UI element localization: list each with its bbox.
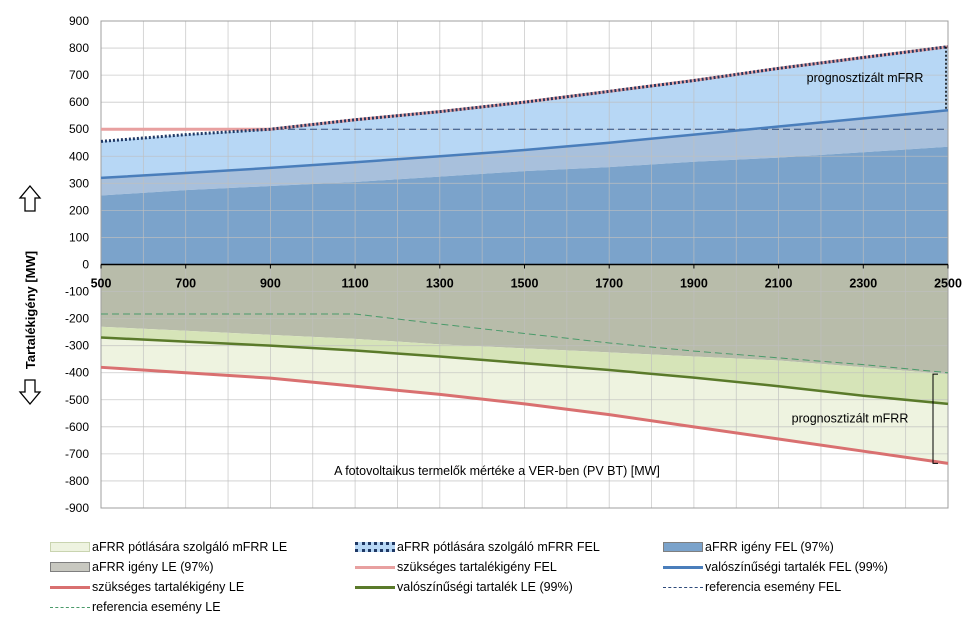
legend-swatch [355, 565, 395, 569]
legend-label: aFRR pótlására szolgáló mFRR LE [92, 540, 288, 554]
x-tick-label: 2300 [849, 277, 877, 291]
x-tick-label: 2100 [765, 277, 793, 291]
y-tick-label: -400 [65, 366, 89, 380]
legend-label: valószínűségi tartalék LE (99%) [397, 580, 573, 594]
y-tick-label: -600 [65, 420, 89, 434]
y-tick-label: -100 [65, 285, 89, 299]
legend-label: aFRR igény LE (97%) [92, 560, 214, 574]
legend-label: referencia esemény LE [92, 600, 221, 614]
y-tick-label: 300 [69, 176, 89, 190]
y-tick-label: 800 [69, 41, 89, 55]
line-szuks-le [100, 365, 949, 465]
annotation-mfrr-fel: prognosztizált mFRR [807, 71, 924, 85]
line-valsz-le [100, 336, 949, 406]
legend-swatch [355, 585, 395, 589]
legend-item-mfrr-fel: aFRR pótlására szolgáló mFRR FEL [355, 538, 600, 556]
legend-swatch [355, 542, 395, 552]
axes: 900 800 700 600 500 400 300 200 100 0 -100 -200 -300… [23, 14, 962, 515]
x-tick-label: 1500 [511, 277, 539, 291]
x-tick-label: 700 [175, 277, 196, 291]
direction-arrows [18, 184, 42, 406]
legend-item-valsz-fel: valószínűségi tartalék FEL (99%) [663, 558, 888, 576]
y-tick-label: 900 [69, 14, 89, 28]
legend-item-mfrr-le: aFRR pótlására szolgáló mFRR LE [50, 538, 287, 556]
chart: 900 800 700 600 500 400 300 200 100 0 -100 -200 -300… [18, 14, 962, 515]
y-tick-label: 600 [69, 95, 89, 109]
legend-swatch [50, 606, 90, 608]
y-tick-label: -200 [65, 312, 89, 326]
annotation-layer: prognosztizált mFRR prognosztizált mFRR [792, 46, 947, 464]
legend-label: referencia esemény FEL [705, 580, 842, 594]
y-axis-label: Tartalékigény [MW] [23, 251, 38, 369]
x-tick-label: 500 [91, 277, 112, 291]
x-tick-label: 1100 [342, 277, 369, 291]
y-tick-label: 700 [69, 68, 89, 82]
arrow-up-icon [18, 184, 42, 212]
legend-label: valószínűségi tartalék FEL (99%) [705, 560, 888, 574]
legend-item-szuks-fel: szükséges tartalékigény FEL [355, 558, 557, 576]
x-tick-label: 1700 [595, 277, 623, 291]
x-tick-label: 1900 [680, 277, 708, 291]
y-tick-label: 500 [69, 122, 89, 136]
legend-item-afrr-fel: aFRR igény FEL (97%) [663, 538, 834, 556]
annotation-mfrr-le: prognosztizált mFRR [792, 412, 909, 426]
legend-item-ref-fel: referencia esemény FEL [663, 578, 841, 596]
legend-swatch [50, 585, 90, 589]
x-tick-label: 2500 [934, 277, 962, 291]
legend-label: szükséges tartalékigény LE [92, 580, 245, 594]
legend-item-afrr-le: aFRR igény LE (97%) [50, 558, 214, 576]
mfrr-le-bracket [932, 373, 938, 464]
y-tick-label: -300 [65, 339, 89, 353]
line-ref-le [101, 313, 949, 374]
legend-swatch [663, 565, 703, 569]
legend-item-szuks-le: szükséges tartalékigény LE [50, 578, 244, 596]
line-mfrr-fel [100, 45, 949, 143]
y-tick-label: -500 [65, 393, 89, 407]
legend-label: aFRR igény FEL (97%) [705, 540, 834, 554]
y-tick-label: 0 [82, 258, 89, 272]
y-tick-label: -900 [65, 501, 89, 515]
legend-label: szükséges tartalékigény FEL [397, 560, 557, 574]
y-tick-label: -800 [65, 474, 89, 488]
legend-swatch [663, 586, 703, 588]
y-tick-label: 200 [69, 203, 89, 217]
arrow-down-icon [18, 379, 42, 406]
y-tick-label: -700 [65, 447, 89, 461]
x-axis-label: A fotovoltaikus termelők mértéke a VER-b… [334, 464, 660, 478]
legend-swatch [50, 562, 90, 572]
line-valsz-fel [100, 109, 949, 180]
y-tick-label: 400 [69, 149, 89, 163]
legend-swatch [50, 542, 90, 552]
x-tick-label: 1300 [426, 277, 454, 291]
y-tick-label: 100 [69, 230, 89, 244]
x-tick-label: 900 [260, 277, 281, 291]
line-layer [100, 45, 949, 465]
legend-item-valsz-le: valószínűségi tartalék LE (99%) [355, 578, 573, 596]
legend-item-ref-le: referencia esemény LE [50, 598, 221, 616]
legend-swatch [663, 542, 703, 552]
legend-label: aFRR pótlására szolgáló mFRR FEL [397, 540, 600, 554]
